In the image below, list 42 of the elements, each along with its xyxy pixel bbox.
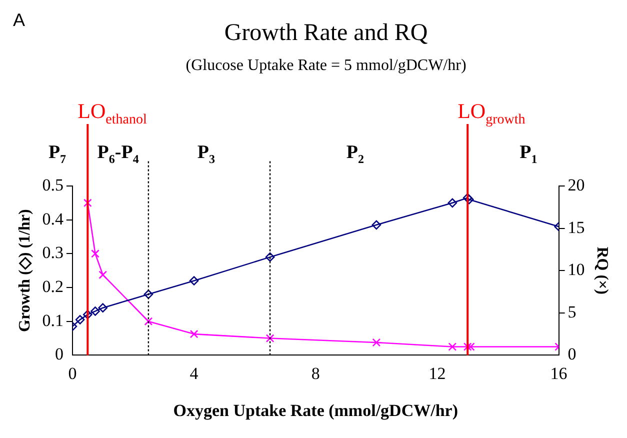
x-tick-label: 12 <box>428 364 446 383</box>
point <box>98 270 108 280</box>
point <box>462 193 472 202</box>
y2-tick-label: 10 <box>568 260 585 280</box>
y-tick-label: 0.3 <box>42 243 64 262</box>
point <box>75 315 85 324</box>
y-tick-label: 0.5 <box>42 175 64 194</box>
point <box>372 338 381 347</box>
point <box>90 306 100 316</box>
y-tick-label: 0.1 <box>42 310 64 330</box>
point <box>91 249 100 258</box>
y2-tick-label: 0 <box>568 344 576 364</box>
y2-tick-label: 15 <box>568 218 585 237</box>
text: A <box>13 10 26 30</box>
point <box>448 342 457 351</box>
point <box>463 342 472 351</box>
y-tick-label: 0.2 <box>42 276 64 296</box>
y2-tick-label: 20 <box>568 175 585 194</box>
x-tick-label: 16 <box>550 364 568 383</box>
y-tick-label: 0.4 <box>42 209 64 228</box>
x-tick-label: 4 <box>190 364 199 383</box>
chart-subtitle: (Glucose Uptake Rate = 5 mmol/gDCW/hr) <box>186 57 466 74</box>
y-axis-title: Growth (◇) (1/hr) <box>16 209 34 332</box>
point <box>83 198 92 208</box>
point <box>98 303 108 312</box>
point <box>448 198 458 208</box>
y2-tick-label: 5 <box>568 302 576 322</box>
chart-title: Growth Rate and RQ <box>224 20 428 46</box>
x-tick-label: 8 <box>311 364 320 383</box>
y-tick-label: 0 <box>54 344 64 364</box>
x-axis-title: Oxygen Uptake Rate (mmol/gDCW/hr) <box>173 401 458 420</box>
x-tick-label: 0 <box>68 364 77 383</box>
point <box>372 220 382 230</box>
point <box>265 252 275 262</box>
point <box>266 334 274 342</box>
point <box>190 330 198 338</box>
y2-axis-title: RQ (×) <box>593 246 610 294</box>
point <box>466 342 475 351</box>
point <box>189 276 199 286</box>
point <box>144 290 154 299</box>
point <box>144 317 153 326</box>
point <box>83 310 92 320</box>
